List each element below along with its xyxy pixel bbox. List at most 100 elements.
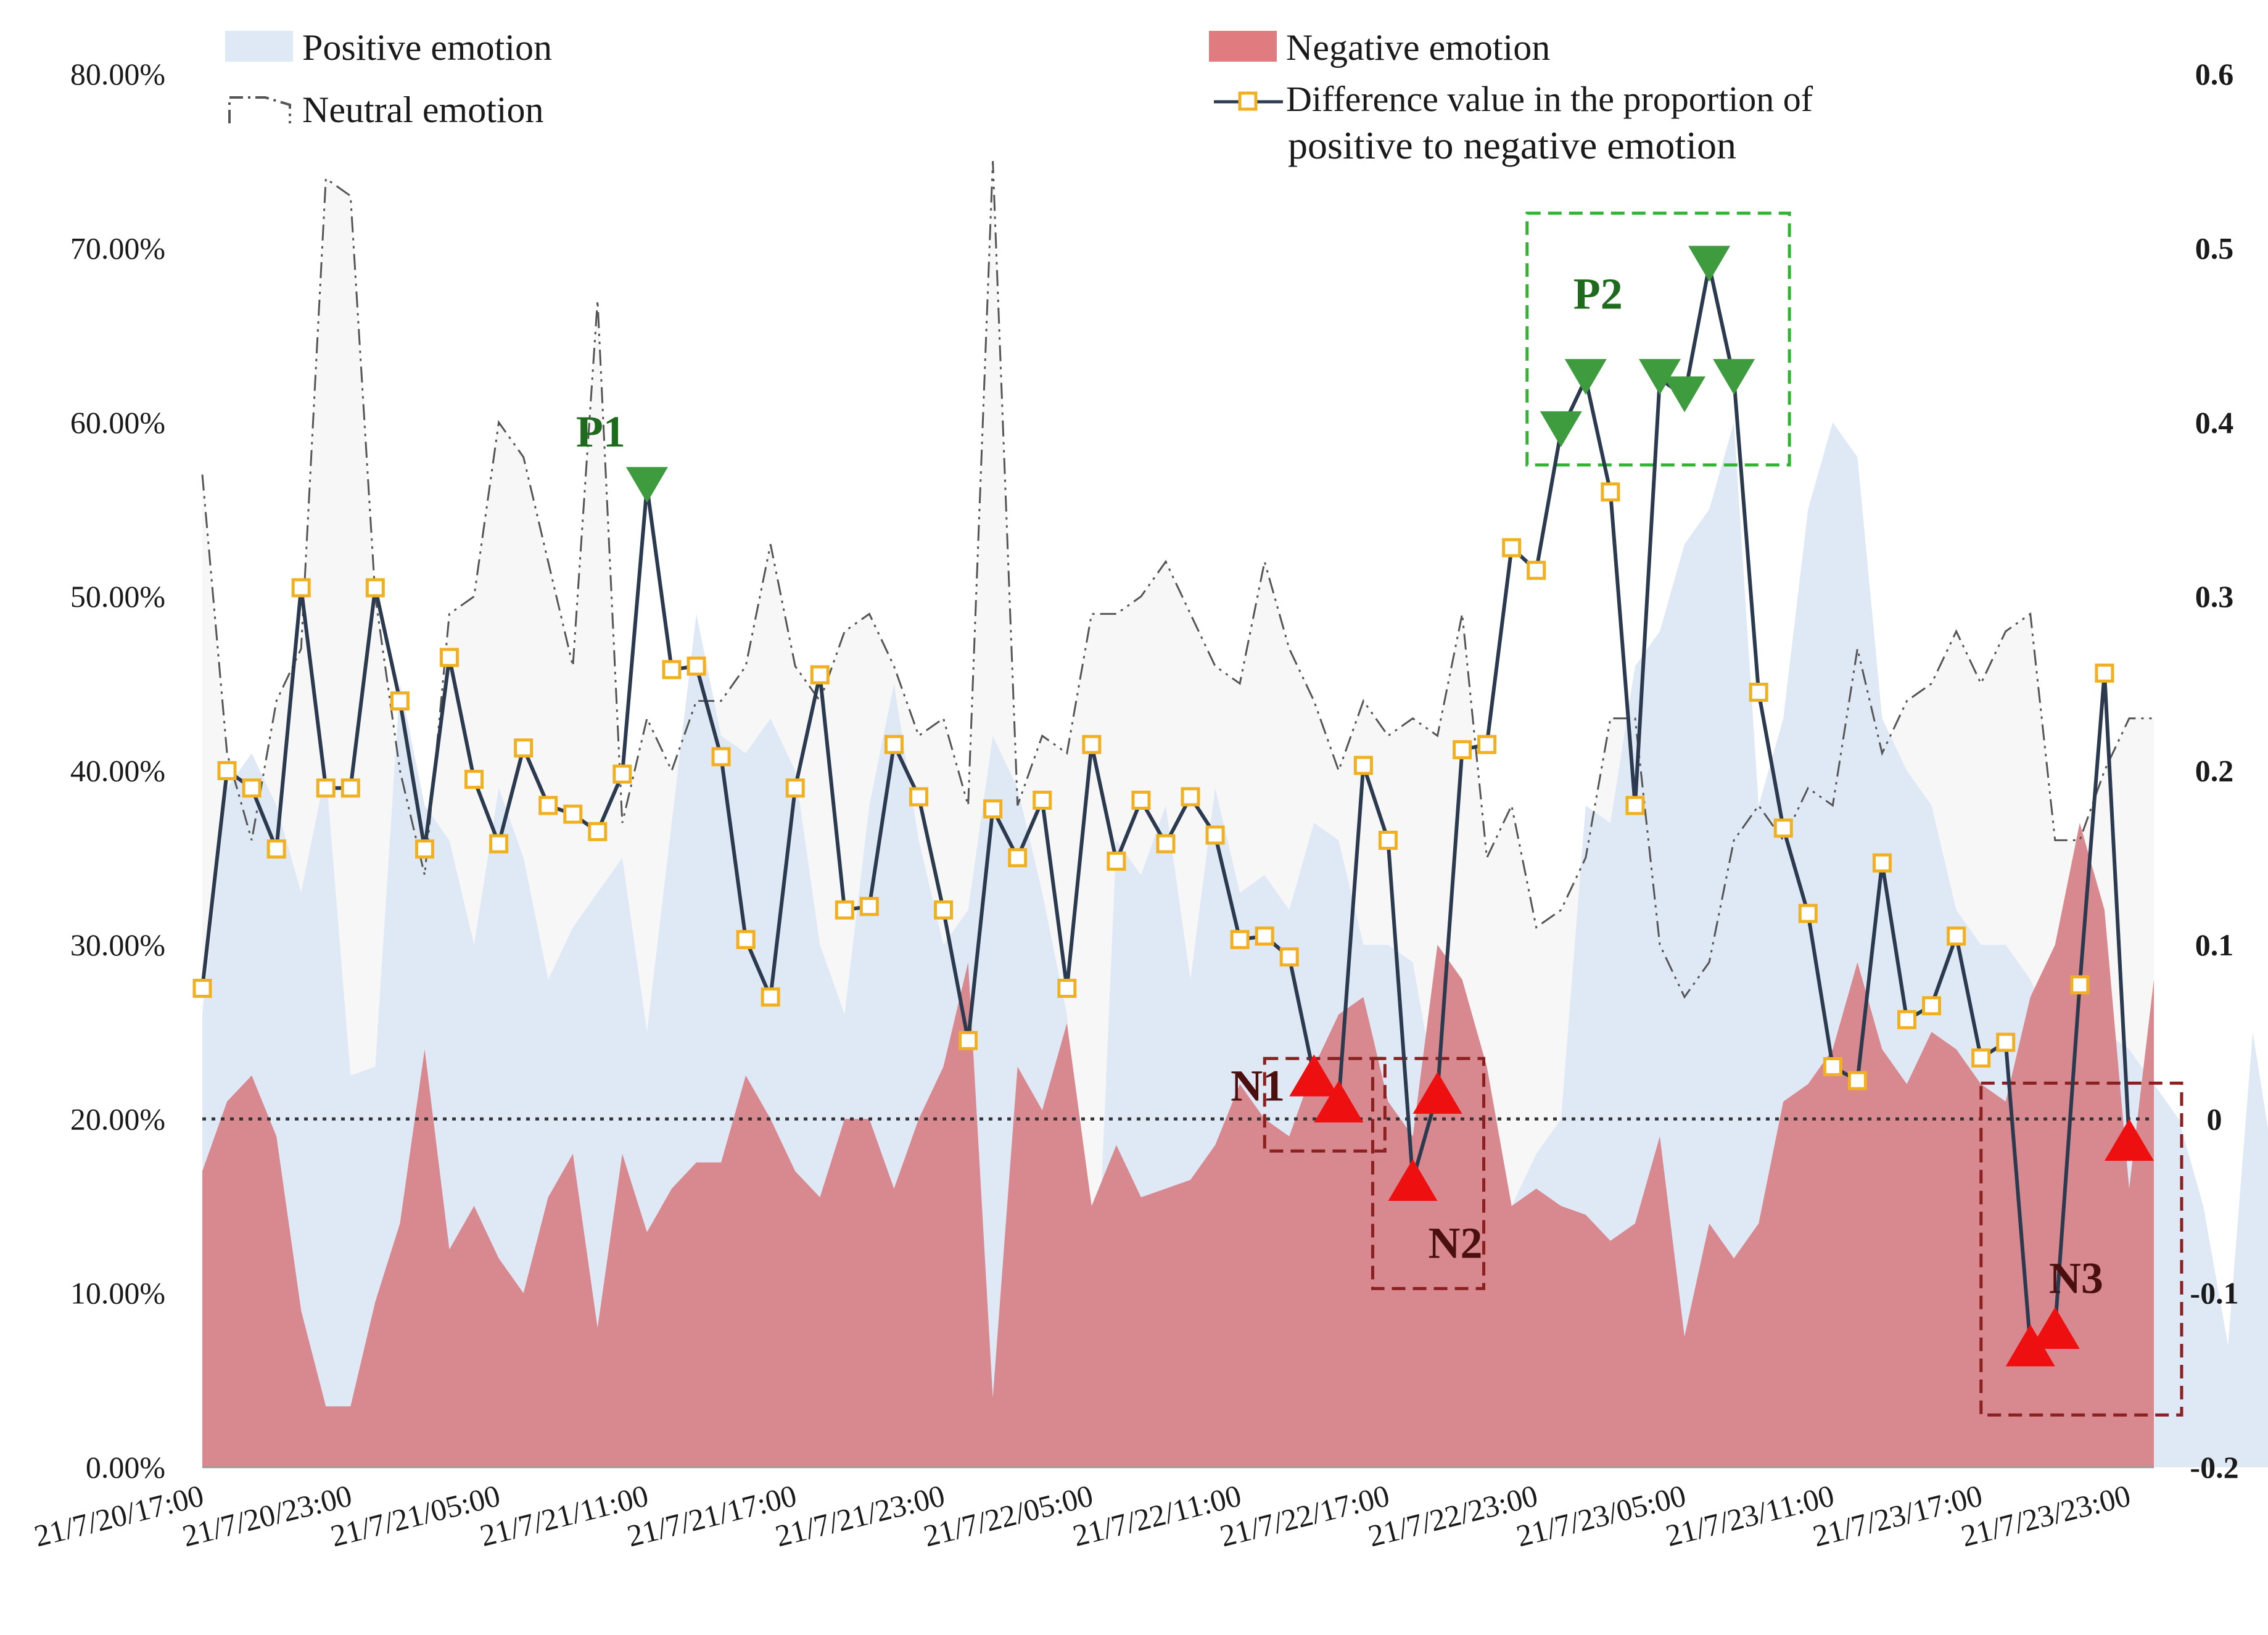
peak-marker-p2 bbox=[1540, 411, 1582, 447]
difference-marker bbox=[810, 665, 830, 685]
difference-marker bbox=[242, 778, 262, 798]
y-left-tick-label: 0.00% bbox=[86, 1450, 165, 1485]
difference-marker bbox=[1156, 834, 1176, 854]
difference-marker bbox=[1798, 904, 1818, 923]
y-left-tick-label: 60.00% bbox=[70, 405, 165, 440]
difference-marker bbox=[266, 839, 286, 859]
difference-marker bbox=[217, 761, 237, 780]
annotation-label-n1: N1 bbox=[1231, 1061, 1285, 1110]
legend-swatch-neutral bbox=[228, 96, 291, 123]
x-tick-label: 21/7/23/05:00 bbox=[1513, 1478, 1689, 1553]
trough-marker-n1 bbox=[1289, 1054, 1339, 1097]
legend-label-neutral: Neutral emotion bbox=[302, 89, 544, 130]
difference-marker bbox=[192, 978, 212, 998]
difference-marker bbox=[1947, 926, 1966, 946]
annotation-label-n2: N2 bbox=[1428, 1218, 1482, 1267]
trough-marker-n3 bbox=[2005, 1324, 2055, 1367]
y-right-tick-label: 0 bbox=[2207, 1102, 2222, 1136]
difference-marker bbox=[1996, 1032, 2016, 1052]
legend-swatch-negative bbox=[1209, 31, 1277, 62]
legend-label-negative: Negative emotion bbox=[1286, 27, 1550, 68]
difference-marker bbox=[291, 578, 311, 598]
x-tick-label: 21/7/23/17:00 bbox=[1810, 1478, 1986, 1553]
y-left-tick-label: 10.00% bbox=[70, 1276, 165, 1311]
difference-marker bbox=[835, 900, 854, 920]
difference-marker bbox=[1477, 735, 1497, 754]
difference-marker bbox=[563, 804, 583, 824]
legend-swatch-positive bbox=[225, 31, 293, 62]
annotation-label-p1: P1 bbox=[576, 407, 625, 456]
legend: Positive emotion Neutral emotion Negativ… bbox=[225, 27, 1813, 167]
difference-marker bbox=[959, 1031, 978, 1050]
difference-marker bbox=[1897, 1010, 1916, 1029]
peak-marker-p2 bbox=[1638, 359, 1681, 395]
difference-marker bbox=[711, 747, 731, 767]
difference-marker bbox=[1601, 482, 1620, 502]
difference-marker bbox=[1527, 561, 1546, 580]
x-tick-label: 21/7/21/23:00 bbox=[772, 1478, 948, 1553]
x-tick-label: 21/7/21/05:00 bbox=[327, 1478, 503, 1553]
difference-marker bbox=[464, 770, 484, 789]
peak-marker-p2 bbox=[1664, 376, 1706, 413]
y-right-tick-label: 0.3 bbox=[2195, 579, 2234, 614]
y-right-tick-label: -0.2 bbox=[2190, 1450, 2238, 1485]
y-left-tick-label: 50.00% bbox=[70, 579, 165, 614]
difference-marker bbox=[1453, 740, 1472, 760]
x-tick-label: 21/7/22/23:00 bbox=[1365, 1478, 1541, 1553]
difference-marker bbox=[1082, 735, 1102, 754]
difference-marker bbox=[1033, 791, 1052, 810]
peak-marker-p2 bbox=[1713, 359, 1755, 395]
negative-emotion-area bbox=[202, 823, 2154, 1467]
legend-label-difference-2: positive to negative emotion bbox=[1288, 123, 1736, 167]
difference-marker bbox=[1255, 926, 1274, 946]
difference-marker bbox=[1181, 787, 1200, 807]
difference-marker bbox=[1922, 996, 1942, 1016]
trough-marker-n3 bbox=[2104, 1119, 2154, 1161]
y-right-tick-label: 0.2 bbox=[2195, 754, 2234, 788]
difference-marker bbox=[612, 764, 632, 784]
legend-label-difference-1: Difference value in the proportion of bbox=[1286, 79, 1813, 119]
difference-marker bbox=[538, 796, 558, 815]
annotation-label-n3: N3 bbox=[2049, 1254, 2103, 1303]
difference-marker bbox=[588, 822, 608, 841]
neutral-emotion-line bbox=[201, 161, 2154, 999]
difference-marker bbox=[1279, 947, 1299, 967]
difference-marker bbox=[2070, 975, 2090, 995]
x-tick-label: 21/7/20/17:00 bbox=[31, 1478, 207, 1553]
difference-marker bbox=[316, 778, 336, 798]
difference-marker bbox=[1205, 825, 1225, 845]
difference-marker bbox=[489, 834, 509, 854]
difference-marker bbox=[736, 929, 756, 949]
y-right-tick-label: 0.6 bbox=[2195, 57, 2234, 91]
difference-marker bbox=[1230, 929, 1250, 949]
peak-marker-p1 bbox=[625, 467, 668, 503]
difference-marker bbox=[340, 778, 360, 798]
trough-marker-n2 bbox=[1388, 1159, 1438, 1201]
x-tick-label: 21/7/21/17:00 bbox=[624, 1478, 800, 1553]
difference-marker bbox=[884, 735, 904, 754]
y-right-tick-label: 0.5 bbox=[2195, 231, 2234, 265]
difference-marker bbox=[1502, 538, 1522, 558]
y-right-tick-label: 0.1 bbox=[2195, 928, 2234, 962]
peak-marker-p2 bbox=[1564, 359, 1607, 395]
annotation-box-n3 bbox=[1979, 1081, 2183, 1417]
difference-marker bbox=[1625, 796, 1645, 815]
trough-marker-n1 bbox=[1314, 1081, 1364, 1123]
legend-label-positive: Positive emotion bbox=[302, 27, 552, 68]
difference-marker bbox=[909, 787, 928, 807]
difference-marker bbox=[1008, 848, 1028, 868]
y-right-tick-label: 0.4 bbox=[2195, 405, 2234, 440]
difference-marker bbox=[1823, 1057, 1842, 1077]
difference-marker bbox=[983, 799, 1003, 819]
x-tick-label: 21/7/22/05:00 bbox=[920, 1478, 1097, 1553]
annotation-box-layer bbox=[1263, 212, 2183, 1417]
x-tick-label: 21/7/20/23:00 bbox=[179, 1478, 355, 1553]
difference-marker bbox=[1971, 1048, 1991, 1068]
difference-marker bbox=[934, 900, 954, 920]
x-tick-label: 21/7/22/11:00 bbox=[1070, 1478, 1245, 1553]
difference-marker bbox=[785, 778, 805, 798]
y-right-tick-label: -0.1 bbox=[2190, 1276, 2238, 1311]
peak-marker-p2 bbox=[1688, 245, 1731, 282]
x-tick-label: 21/7/22/17:00 bbox=[1216, 1478, 1393, 1553]
